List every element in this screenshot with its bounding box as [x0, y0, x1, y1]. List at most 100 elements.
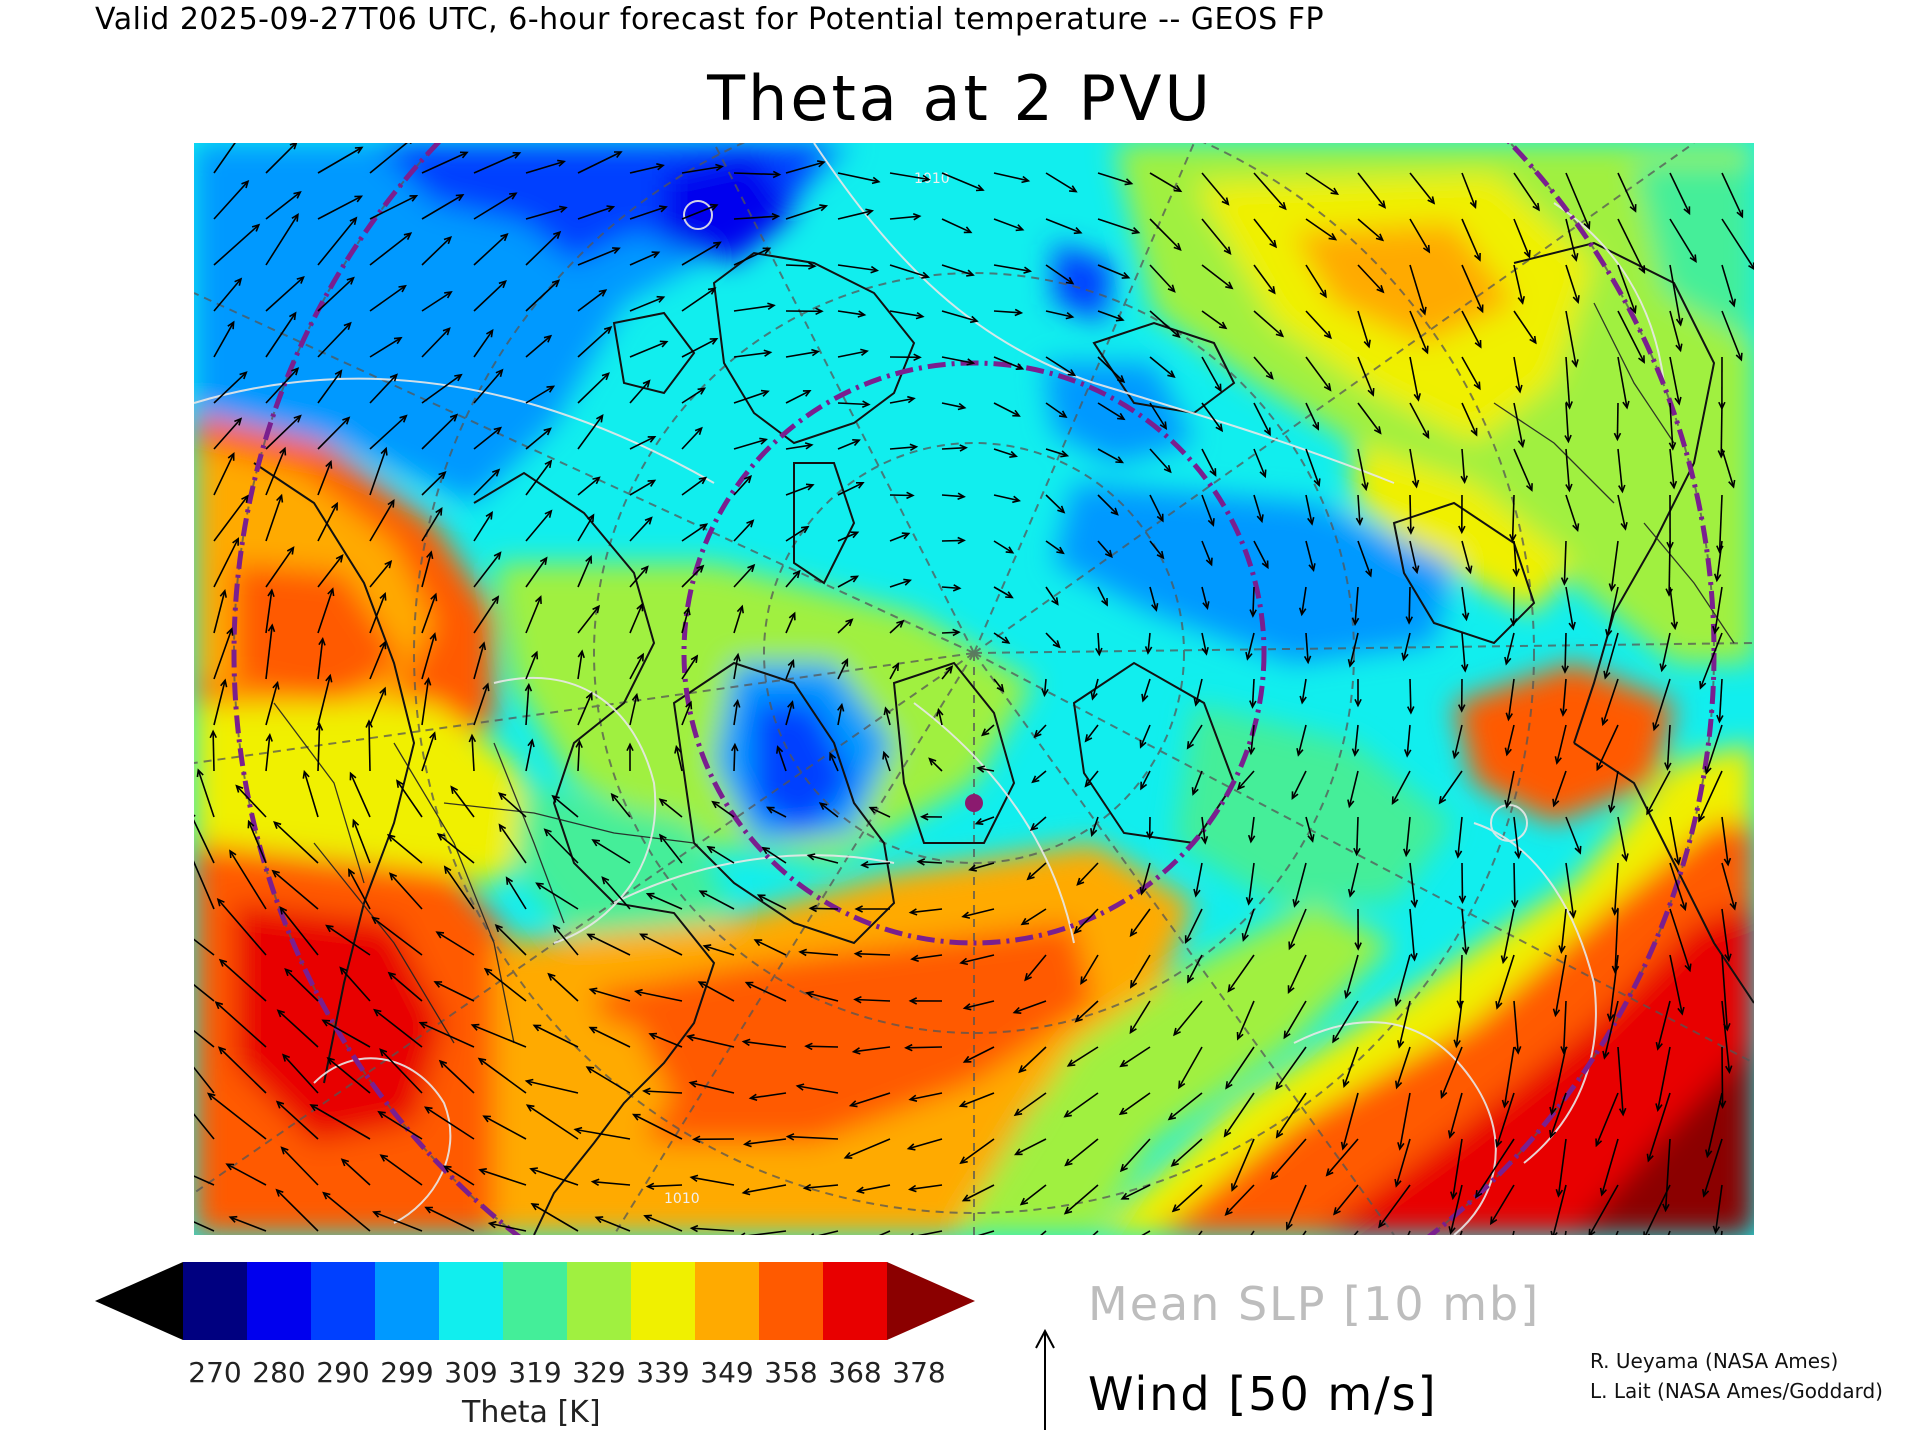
wind-vector — [577, 247, 620, 266]
wind-vector — [1097, 264, 1130, 279]
wind-vector — [590, 988, 631, 1002]
wind-vector — [1201, 356, 1222, 392]
wind-vector — [1721, 816, 1729, 865]
wind-vector — [473, 469, 500, 496]
wind-vector-head — [1225, 281, 1234, 290]
wind-vector-head — [996, 683, 1005, 693]
wind-vector-head — [1473, 252, 1481, 262]
credit-line: L. Lait (NASA Ames/Goddard) — [1590, 1379, 1883, 1403]
wind-vector-head — [1375, 233, 1385, 242]
wind-vector — [1399, 1092, 1411, 1150]
wind-vector — [1195, 862, 1203, 896]
wind-vector-head — [691, 1135, 701, 1144]
wind-vector-head — [544, 509, 553, 518]
wind-vector-head — [1095, 647, 1103, 657]
wind-vector — [941, 218, 972, 234]
wind-vector — [1293, 862, 1307, 907]
wind-vector — [352, 820, 371, 864]
colorbar-tick-label: 290 — [316, 1356, 370, 1389]
wind-vector — [387, 834, 423, 864]
wind-vector — [265, 312, 297, 358]
wind-vector-head — [1215, 423, 1224, 433]
wind-vector — [733, 390, 769, 404]
wind-vector-head — [1090, 691, 1098, 701]
wind-vector — [207, 1093, 267, 1140]
wind-vector — [810, 907, 839, 910]
wind-vector — [1043, 678, 1047, 696]
wind-vector-head — [1013, 1148, 1023, 1156]
wind-vector-head — [1064, 1158, 1073, 1167]
wind-vector — [1097, 632, 1101, 655]
wind-vector-head — [379, 1154, 389, 1162]
wind-vector-head — [805, 990, 814, 999]
wind-vector — [1703, 1138, 1723, 1197]
colorbar-cell — [759, 1262, 824, 1340]
wind-vector-head — [1245, 897, 1254, 906]
wind-vector-head — [1171, 1204, 1181, 1213]
wind-vector-head — [746, 519, 755, 528]
wind-vector — [265, 191, 301, 220]
wind-vector — [785, 570, 801, 588]
wind-vector-head — [1638, 355, 1645, 364]
wind-vector-head — [276, 493, 284, 503]
wind-vector-head — [1608, 804, 1616, 814]
wind-vector — [1065, 1138, 1099, 1166]
wind-vector-head — [906, 491, 915, 500]
wind-vector — [281, 1147, 319, 1186]
wind-vector-head — [228, 1215, 238, 1223]
wind-vector-head — [1474, 339, 1482, 349]
wind-vector-head — [966, 269, 975, 277]
wind-vector-head — [225, 1163, 235, 1171]
wind-vector-head — [633, 988, 643, 997]
wind-vector-head — [1167, 284, 1176, 293]
wind-vector-head — [384, 559, 393, 569]
wind-vector — [265, 367, 299, 404]
wind-vector — [969, 862, 995, 871]
wind-vector — [421, 471, 446, 496]
wind-vector — [1355, 816, 1359, 855]
wind-vector-head — [1448, 1226, 1456, 1235]
wind-vector-head — [487, 1220, 497, 1229]
wind-vector-head — [901, 532, 911, 540]
wind-vector-head — [234, 417, 243, 426]
wind-vector — [889, 663, 899, 680]
wind-vector-head — [1622, 400, 1630, 410]
wind-vector — [681, 287, 716, 312]
wind-vector-head — [1602, 1050, 1610, 1060]
wind-vector — [941, 172, 984, 191]
wind-vector-head — [1167, 1112, 1177, 1121]
wind-vector-head — [1057, 505, 1066, 514]
wind-vector — [317, 146, 363, 174]
wind-vector-head — [771, 212, 781, 221]
wind-vector — [1560, 908, 1567, 953]
wind-vector — [1253, 540, 1269, 568]
wind-vector-head — [387, 499, 395, 508]
wind-vector — [1333, 1184, 1359, 1215]
wind-vector-head — [1704, 766, 1712, 775]
wind-vector-head — [241, 179, 250, 189]
wind-vector — [806, 992, 839, 1002]
wind-vector — [326, 925, 371, 956]
wind-vector — [1669, 448, 1675, 488]
wind-vector — [434, 981, 475, 1002]
slp-legend: Mean SLP [10 mb] — [1088, 1277, 1541, 1331]
wind-vector — [1668, 540, 1671, 596]
wind-vector-head — [906, 1143, 916, 1151]
wind-vector — [1149, 448, 1172, 473]
wind-vector-head — [393, 336, 403, 345]
wind-vector-head — [322, 1191, 331, 1200]
wind-vector — [265, 495, 283, 542]
wind-vector-head — [1729, 901, 1737, 911]
wind-vector — [1034, 724, 1047, 738]
political-boundaries — [273, 302, 1735, 1044]
wind-vector — [1253, 218, 1277, 248]
wind-vector — [681, 702, 692, 726]
wind-vector — [1565, 310, 1577, 367]
wind-vector-head — [1058, 410, 1068, 419]
wind-vector-head — [291, 367, 300, 376]
wind-vector-head — [699, 523, 709, 531]
wind-vector — [421, 151, 468, 174]
wind-vector-head — [1588, 1228, 1596, 1235]
wind-vector — [941, 494, 965, 498]
wind-vector-head — [1249, 609, 1257, 618]
